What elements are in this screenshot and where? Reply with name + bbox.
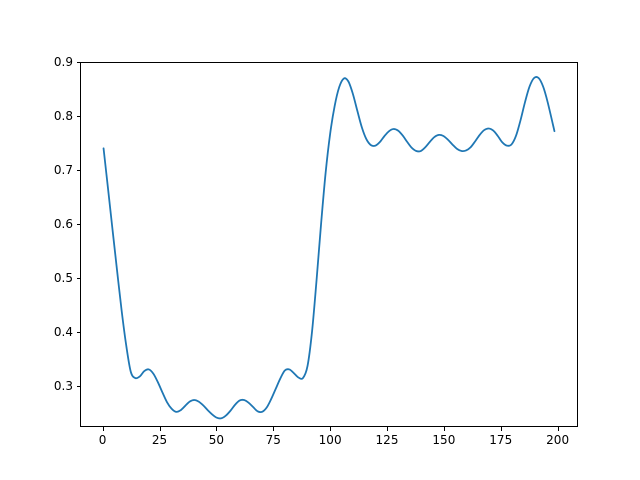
x-tick-mark [557, 427, 559, 431]
x-tick-label: 125 [375, 433, 399, 447]
x-tick-label: 50 [208, 433, 225, 447]
y-tick-label: 0.4 [53, 324, 73, 339]
x-tick-mark [159, 427, 161, 431]
y-tick-label: 0.3 [53, 378, 73, 393]
y-tick-mark [76, 62, 80, 63]
x-tick-label: 200 [546, 433, 570, 447]
x-tick-label: 175 [489, 433, 513, 447]
y-tick-label: 0.6 [53, 216, 73, 231]
y-tick-mark [76, 385, 80, 387]
x-tick-mark [387, 427, 388, 431]
plot-area [80, 62, 578, 427]
x-tick-mark [102, 427, 104, 431]
x-tick-label: 100 [318, 433, 342, 447]
y-tick-mark [76, 169, 80, 171]
y-tick-label: 0.5 [53, 270, 73, 285]
x-tick-label: 0 [98, 433, 107, 447]
series-line-1 [102, 76, 556, 420]
x-tick-mark [500, 427, 502, 431]
x-tick-mark [216, 427, 218, 431]
x-tick-mark [443, 427, 445, 431]
y-tick-label: 0.8 [53, 108, 73, 123]
x-tick-label: 25 [151, 433, 168, 447]
x-tick-label: 150 [432, 433, 456, 447]
x-tick-label: 75 [265, 433, 281, 447]
y-tick-mark [76, 331, 80, 333]
y-tick-label: 0.9 [53, 55, 73, 69]
x-tick-mark [330, 427, 332, 431]
line-chart-canvas [102, 76, 556, 420]
y-tick-label: 0.7 [53, 162, 73, 177]
y-tick-mark [76, 223, 80, 225]
x-tick-mark [273, 427, 275, 431]
y-tick-mark [76, 115, 80, 117]
y-tick-mark [76, 277, 80, 279]
